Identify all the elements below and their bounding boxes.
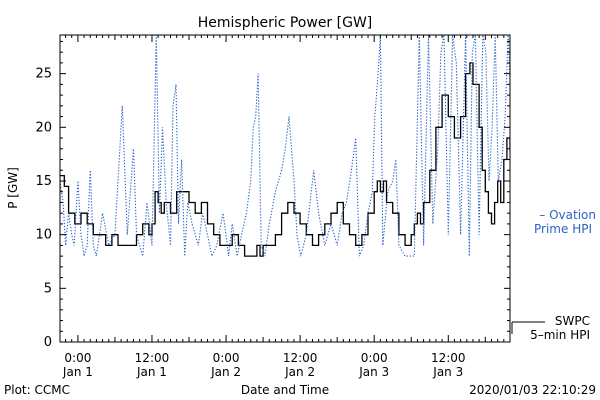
y-axis: 0 5 10 15 20 25 (35, 40, 510, 350)
x-tick-label-time: 0:00 (64, 351, 91, 365)
plot-frame (59, 34, 511, 343)
x-tick-label-date: Jan 1 (62, 365, 93, 379)
y-tick-label: 5 (44, 281, 52, 296)
legend-ovation-line1: – Ovation (539, 208, 596, 222)
y-tick-label: 25 (35, 67, 52, 82)
x-tick-label-date: Jan 3 (358, 365, 389, 379)
x-tick-label-time: 0:00 (213, 351, 240, 365)
x-tick-label-date: Jan 2 (284, 365, 315, 379)
x-tick-label-time: 0:00 (361, 351, 388, 365)
legend-ovation-line2: Prime HPI (534, 222, 592, 236)
x-tick-label-time: 12:00 (431, 351, 466, 365)
footer-timestamp: 2020/01/03 22:10:29 (469, 383, 596, 397)
x-tick-label-time: 12:00 (283, 351, 318, 365)
x-axis-label: Date and Time (241, 383, 329, 397)
y-tick-label: 0 (44, 335, 52, 350)
x-tick-label-time: 12:00 (135, 351, 170, 365)
series-layer (60, 35, 510, 258)
chart-title: Hemispheric Power [GW] (198, 15, 373, 31)
legend-swpc-line2: 5–min HPI (530, 328, 590, 342)
series-swpc-line (60, 62, 510, 257)
y-tick-label: 15 (35, 174, 52, 189)
series-ovation-line (60, 35, 510, 258)
legend-swpc-line1: SWPC (555, 314, 590, 328)
y-tick-label: 10 (35, 228, 52, 243)
footer-credit: Plot: CCMC (4, 383, 70, 397)
x-tick-label-date: Jan 1 (136, 365, 167, 379)
y-axis-label: P [GW] (6, 167, 20, 209)
y-tick-label: 20 (35, 120, 52, 135)
x-tick-label-date: Jan 3 (432, 365, 463, 379)
x-tick-label-date: Jan 2 (210, 365, 241, 379)
